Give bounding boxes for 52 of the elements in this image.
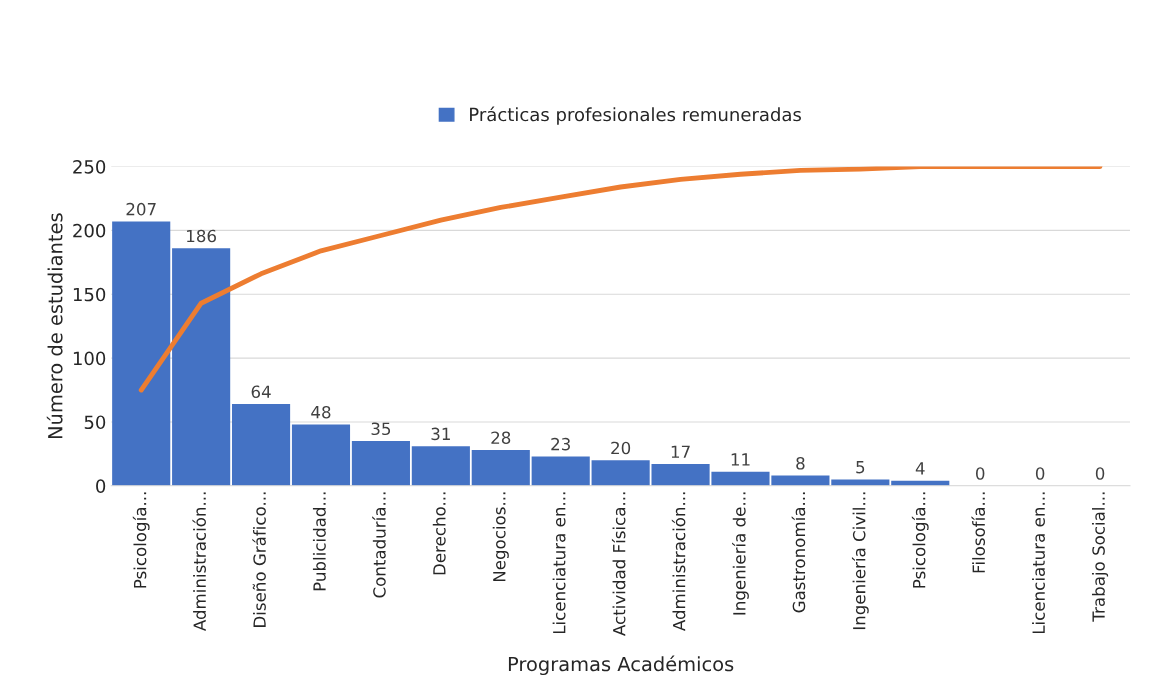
data-label: 0 (1095, 467, 1105, 480)
bar (411, 446, 470, 486)
bar (172, 248, 231, 486)
x-tick-label: Derecho... (432, 492, 446, 575)
y-tick-label: 200 (73, 223, 106, 238)
legend-label: Prácticas profesionales remuneradas (470, 106, 801, 125)
bar (232, 404, 291, 486)
data-label: 4 (915, 462, 925, 475)
x-tick-label: Psicología... (911, 492, 929, 588)
data-label: 31 (431, 427, 450, 441)
x-tick-label: Diseño Gráfico... (252, 492, 266, 627)
data-label: 186 (187, 229, 216, 243)
x-tick-label: Administración... (671, 492, 686, 631)
x-tick-label: Licenciatura en... (1032, 492, 1045, 634)
x-tick-label: Actividad Física... (611, 492, 626, 636)
bar (531, 456, 590, 486)
x-tick-label: Administración... (192, 492, 206, 631)
bar (471, 450, 530, 486)
data-label: 0 (975, 467, 985, 480)
y-tick-label: 100 (73, 351, 106, 366)
data-label: 17 (671, 445, 690, 458)
data-label: 8 (796, 456, 805, 470)
data-label: 35 (371, 422, 391, 436)
data-label: 23 (551, 437, 570, 451)
data-label: 28 (491, 431, 511, 445)
data-label: 20 (611, 441, 631, 455)
x-tick-label: Negocios... (492, 492, 509, 582)
data-label: 48 (311, 405, 331, 419)
y-axis-title: Número de estudiantes (46, 213, 63, 439)
x-tick-label: Licenciatura en... (552, 492, 566, 634)
data-label: 5 (856, 461, 865, 474)
x-tick-label: Ingeniería Civil... (851, 492, 869, 630)
data-label: 207 (126, 202, 156, 216)
bar (112, 221, 171, 486)
x-tick-label: Filosofía... (971, 492, 986, 573)
data-label: 11 (731, 453, 750, 466)
bar (351, 441, 410, 486)
x-tick-label: Trabajo Social... (1091, 492, 1109, 622)
x-tick-label: Ingeniería de... (732, 492, 749, 615)
y-tick-label: 50 (84, 415, 106, 430)
data-label: 0 (1035, 467, 1045, 480)
y-tick-label: 150 (73, 287, 106, 302)
bar (831, 479, 890, 486)
x-tick-label: Contaduría... (372, 492, 386, 598)
y-tick-label: 250 (73, 160, 106, 174)
y-tick-label: 0 (96, 479, 106, 493)
x-axis-title: Programas Académicos (508, 655, 734, 676)
x-tick-label: Publicidad... (312, 492, 326, 591)
x-tick-label: Psicología... (132, 492, 150, 588)
bar (291, 424, 351, 486)
data-label: 64 (251, 385, 271, 399)
x-tick-label: Gastronomía... (791, 492, 806, 613)
